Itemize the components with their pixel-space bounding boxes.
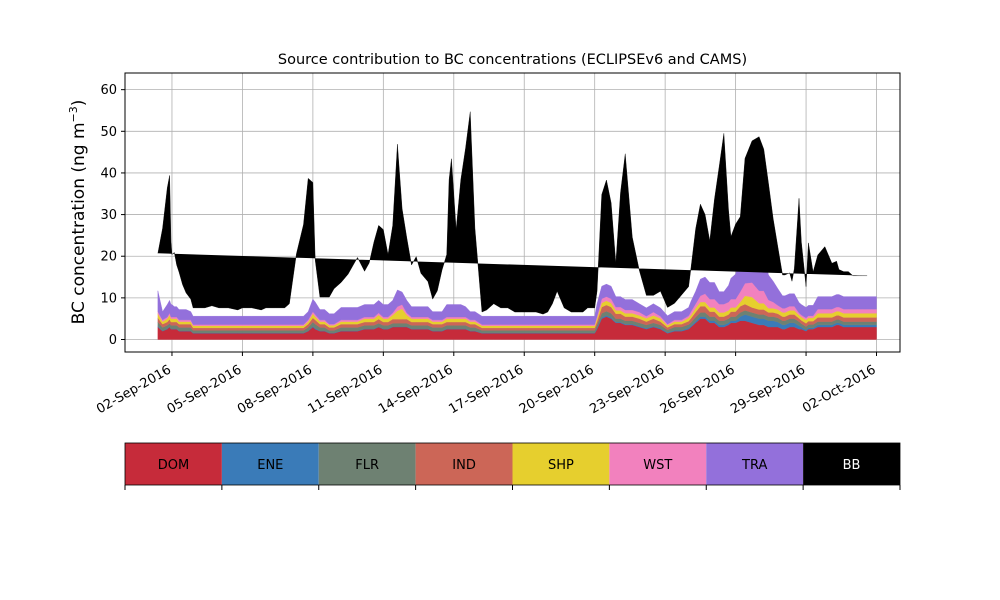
- legend-frame: [124, 442, 901, 486]
- y-tick-label-1: 10: [100, 291, 117, 306]
- x-tick-label-1: 05-Sep-2016: [165, 362, 245, 417]
- x-tick-label-7: 23-Sep-2016: [587, 362, 667, 417]
- legend-swatch-flr: [318, 443, 416, 485]
- y-axis-label-exponent: −3: [67, 106, 80, 122]
- x-tick-label-0: 02-Sep-2016: [94, 362, 174, 417]
- x-tick-label-10: 02-Oct-2016: [800, 362, 878, 416]
- legend-label-bb: BB: [843, 458, 861, 473]
- legend-swatch-wst: [609, 443, 707, 485]
- legend-label-flr: FLR: [355, 458, 379, 473]
- chart-title: Source contribution to BC concentrations…: [278, 52, 747, 68]
- x-tick-label-3: 11-Sep-2016: [306, 362, 386, 417]
- legend-swatch-ene: [221, 443, 319, 485]
- x-tick-label-4: 14-Sep-2016: [376, 362, 456, 417]
- legend-swatch-shp: [512, 443, 610, 485]
- x-axis: 02-Sep-201605-Sep-201608-Sep-201611-Sep-…: [94, 352, 879, 417]
- y-axis-label-main: BC concentration (ng m: [69, 122, 89, 324]
- legend-label-ene: ENE: [257, 458, 283, 473]
- legend-colorbar: DOM ENE FLR IND SHP WST TRA BB: [124, 442, 901, 490]
- legend-swatch-tra: [706, 443, 804, 485]
- legend-swatch-bb: [803, 443, 900, 485]
- y-tick-label-3: 30: [100, 208, 117, 223]
- plot-frame: [124, 72, 901, 353]
- x-tick-label-9: 29-Sep-2016: [728, 362, 808, 417]
- x-tick-label-2: 08-Sep-2016: [235, 362, 315, 417]
- area-series-tra: [157, 223, 877, 325]
- stacked-areas: [157, 111, 877, 340]
- legend-label-ind: IND: [452, 458, 476, 473]
- y-axis: 0 10 20 30 40 50 60: [100, 83, 125, 348]
- x-tick-label-8: 26-Sep-2016: [658, 362, 738, 417]
- x-tick-label-6: 20-Sep-2016: [517, 362, 597, 417]
- y-axis-label: BC concentration (ng m−3): [67, 100, 89, 325]
- legend-label-wst: WST: [643, 458, 672, 473]
- area-series-bb: [157, 111, 868, 315]
- legend-swatch-dom: [125, 443, 222, 485]
- x-tick-label-5: 17-Sep-2016: [446, 362, 526, 417]
- y-tick-label-4: 40: [100, 166, 117, 181]
- legend-label-dom: DOM: [158, 458, 189, 473]
- legend-swatch-ind: [415, 443, 513, 485]
- y-tick-label-6: 60: [100, 83, 117, 98]
- y-tick-label-2: 20: [100, 250, 117, 265]
- y-tick-label-0: 0: [109, 333, 117, 348]
- legend-label-tra: TRA: [741, 458, 767, 473]
- y-axis-label-close: ): [69, 100, 89, 107]
- legend-label-shp: SHP: [548, 458, 574, 473]
- y-tick-label-5: 50: [100, 125, 117, 140]
